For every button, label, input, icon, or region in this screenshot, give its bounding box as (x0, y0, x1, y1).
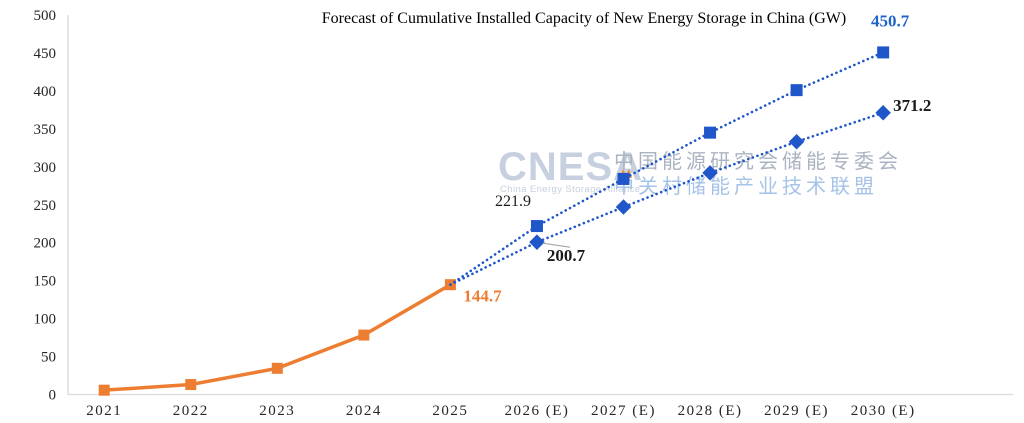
x-axis-label: 2030 (E) (851, 403, 916, 419)
data-point-marker (530, 220, 543, 233)
data-label: 221.9 (495, 193, 531, 210)
chart-title: Forecast of Cumulative Installed Capacit… (322, 10, 846, 27)
series-group (98, 46, 891, 396)
x-axis-label: 2026 (E) (504, 403, 569, 419)
x-axis-label: 2024 (346, 403, 382, 419)
data-point-marker (877, 46, 890, 59)
y-tick-label: 200 (34, 236, 57, 252)
data-label-leader-line (542, 242, 571, 248)
y-axis-labels: 0 50 100 150 200 250 300 350 400 450 500 (34, 8, 57, 404)
x-axis-label: 2029 (E) (764, 403, 829, 419)
y-tick-label: 0 (49, 388, 57, 404)
watermark-tagline: China Energy Storage Alliance (500, 184, 640, 195)
watermark-cn-line1: 中国能源研究会储能专委会 (614, 150, 902, 173)
data-label: 450.7 (871, 11, 910, 30)
x-axis-label: 2028 (E) (678, 403, 743, 419)
y-tick-label: 450 (34, 46, 57, 62)
data-point-marker (788, 133, 805, 150)
y-tick-label: 150 (34, 274, 57, 290)
y-tick-label: 100 (34, 312, 57, 328)
data-point-marker (615, 199, 632, 215)
data-point-marker (702, 165, 718, 181)
x-axis-label: 2022 (173, 403, 209, 419)
series-line-1 (449, 51, 885, 286)
watermark: CNESA China Energy Storage Alliance 中国能源… (498, 145, 902, 198)
series-line-2 (449, 111, 885, 286)
x-axis-label: 2023 (259, 403, 295, 419)
data-point-marker (704, 126, 717, 139)
x-axis-label: 2021 (86, 403, 122, 419)
data-point-marker (617, 172, 630, 185)
data-labels-group: 144.7 221.9 200.7 450.7 371.2 (463, 11, 931, 305)
data-point-marker (98, 384, 110, 396)
y-tick-label: 50 (41, 350, 56, 366)
x-axis-label: 2025 (432, 403, 468, 419)
data-point-marker (790, 84, 803, 97)
data-label: 200.7 (547, 246, 586, 265)
y-tick-label: 300 (34, 160, 57, 176)
data-point-marker (875, 104, 891, 121)
data-label: 371.2 (893, 96, 931, 115)
data-label: 144.7 (463, 287, 502, 306)
data-point-marker (185, 379, 197, 391)
data-point-marker (358, 329, 370, 341)
x-axis-labels: 2021 2022 2023 2024 2025 2026 (E) 2027 (E) 2028… (86, 403, 916, 419)
y-tick-label: 400 (34, 84, 57, 100)
watermark-cn-line2: 中关村储能产业技术联盟 (614, 175, 878, 198)
data-point-marker (271, 362, 283, 374)
y-tick-label: 500 (34, 8, 57, 24)
data-point-marker (529, 234, 545, 250)
y-tick-label: 250 (34, 198, 57, 214)
series-line-0 (104, 283, 452, 392)
x-axis-label: 2027 (E) (591, 403, 656, 419)
y-tick-label: 350 (34, 122, 57, 138)
axes (67, 15, 1013, 396)
